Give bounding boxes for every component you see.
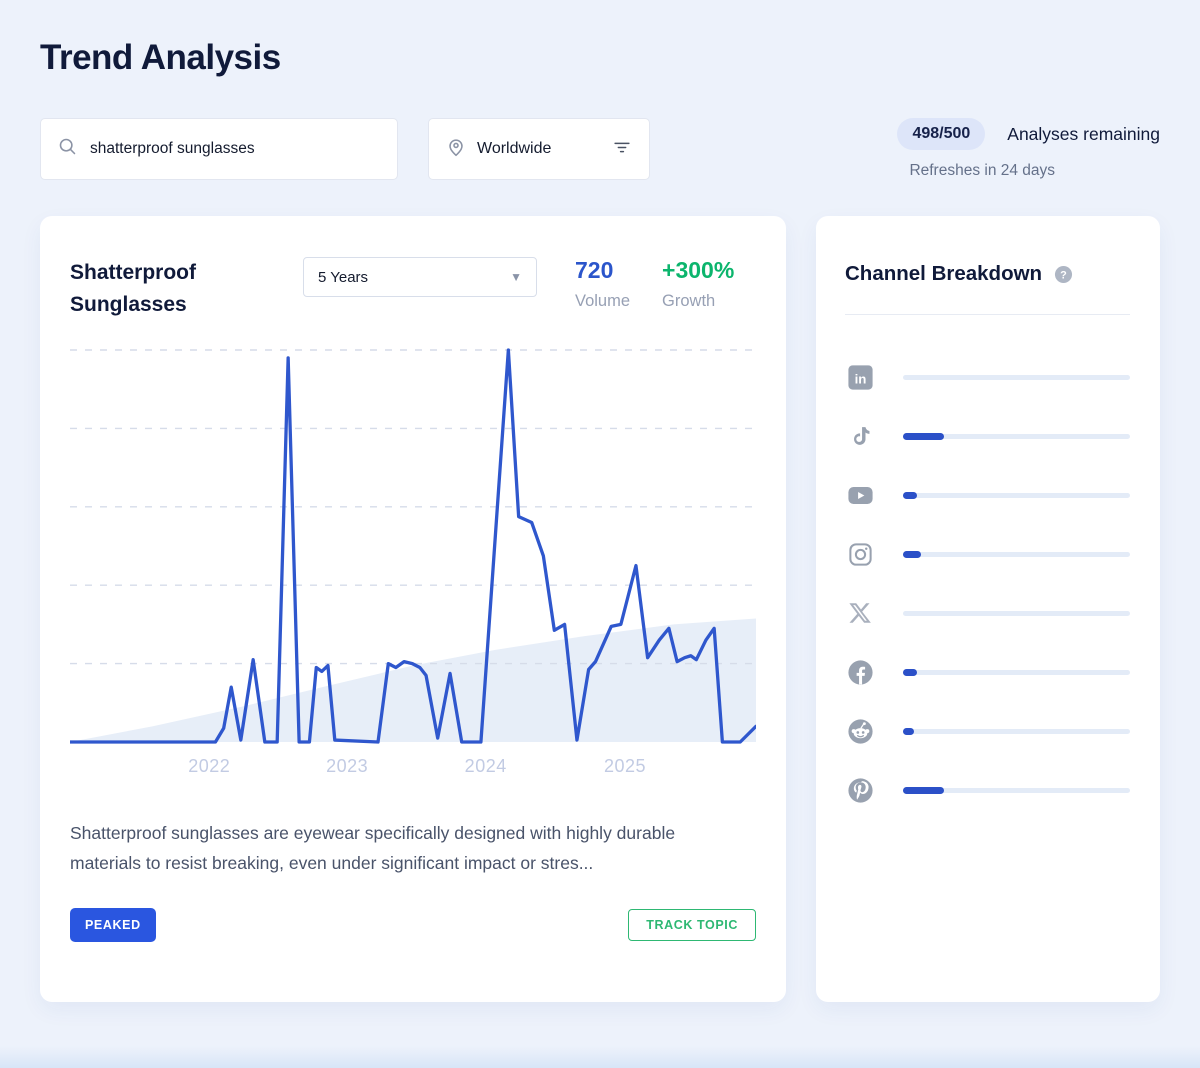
channel-bar-fill [903,432,944,440]
growth-value: +300% [662,257,735,283]
channel-bar-fill [903,668,917,676]
location-selector[interactable]: Worldwide [428,118,650,180]
x-icon [845,600,875,626]
channel-bar-fill [903,491,917,499]
channel-breakdown-card: Channel Breakdown ? in [816,216,1160,1002]
channel-bar-track [903,374,1130,380]
x-tick-label: 2024 [464,756,507,776]
channel-breakdown-title: Channel Breakdown [845,262,1043,285]
pinterest-icon [845,776,875,805]
channel-bar-track [903,550,1130,558]
help-icon[interactable]: ? [1054,265,1073,284]
channel-row-facebook [845,657,1130,687]
x-axis-ticks: 2022 2023 2024 2025 [70,750,756,782]
channel-row-linkedin: in [845,362,1130,392]
channel-bar-track [903,610,1130,616]
channel-bar-fill [903,550,922,558]
volume-label: Volume [575,292,631,310]
search-box[interactable] [40,118,398,180]
trend-line [70,348,756,744]
volume-value: 720 [575,257,614,283]
chevron-down-icon: ▼ [510,270,522,284]
timeframe-value: 5 Years [318,268,369,286]
channel-bar-fill [903,727,915,735]
trend-card-header: Shatterproof Sunglasses 5 Years ▼ 720 Vo… [70,257,756,320]
x-tick-label: 2022 [188,756,231,776]
page-bottom-gradient [0,1046,1200,1068]
quota-badge: 498/500 [897,118,986,150]
controls-row: Worldwide 498/500 Analyses remaining Ref… [40,118,1160,180]
facebook-icon [845,658,875,687]
channel-row-tiktok [845,421,1130,451]
x-tick-label: 2025 [603,756,646,776]
trend-chart: 2022 2023 2024 2025 [70,346,756,782]
channel-list: in [845,362,1130,805]
quota-block: 498/500 Analyses remaining Refreshes in … [897,118,1160,180]
channel-bar-track [903,491,1130,499]
trend-chart-svg [70,348,756,744]
trend-card-footer: PEAKED TRACK TOPIC [70,908,756,943]
tiktok-icon [845,424,875,449]
quota-label: Analyses remaining [1007,123,1160,144]
track-topic-button[interactable]: TRACK TOPIC [628,909,756,942]
channel-bar-track [903,786,1130,794]
channel-bar-fill [903,786,944,794]
growth-label: Growth [662,292,716,310]
trend-background-area [70,618,756,742]
svg-text:in: in [854,371,866,386]
channel-row-pinterest [845,775,1130,805]
trend-card: Shatterproof Sunglasses 5 Years ▼ 720 Vo… [40,216,786,1002]
channel-row-youtube [845,480,1130,510]
timeframe-select[interactable]: 5 Years ▼ [303,257,537,297]
volume-stat: 720 Volume [575,257,630,311]
channel-row-reddit [845,716,1130,746]
stats-block: 720 Volume +300% Growth [575,257,734,311]
instagram-icon [845,541,875,568]
youtube-icon [845,481,875,510]
cards-row: Shatterproof Sunglasses 5 Years ▼ 720 Vo… [40,216,1160,1002]
divider [845,314,1130,315]
location-value: Worldwide [477,140,552,157]
location-pin-icon [445,136,467,163]
growth-stat: +300% Growth [662,257,734,311]
filter-icon[interactable] [611,136,633,163]
linkedin-icon: in [845,363,875,392]
x-tick-label: 2023 [326,756,369,776]
channel-breakdown-header: Channel Breakdown ? [845,262,1130,286]
channel-row-x [845,598,1130,628]
channel-bar-track [903,668,1130,676]
search-input[interactable] [90,140,381,158]
channel-row-instagram [845,539,1130,569]
status-badge: PEAKED [70,908,156,943]
page-title: Trend Analysis [40,38,281,77]
trend-topic-title: Shatterproof Sunglasses [70,261,196,316]
reddit-icon [845,717,875,746]
quota-refresh-text: Refreshes in 24 days [909,162,1056,179]
topic-description: Shatterproof sunglasses are eyewear spec… [70,823,676,874]
search-icon [57,136,78,162]
channel-bar-track [903,727,1130,735]
svg-text:?: ? [1060,269,1067,281]
channel-bar-track [903,432,1130,440]
